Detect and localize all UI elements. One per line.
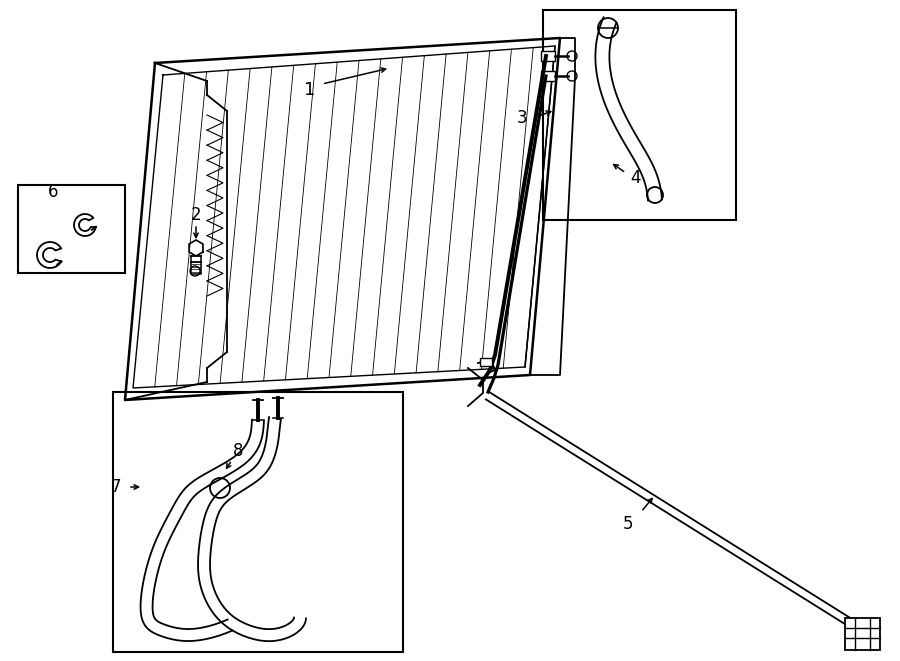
Bar bbox=[541, 51, 555, 61]
Bar bbox=[543, 10, 736, 220]
Bar bbox=[18, 185, 125, 273]
Text: 8: 8 bbox=[233, 442, 243, 460]
Bar bbox=[541, 71, 555, 81]
Bar bbox=[113, 392, 403, 652]
Text: 3: 3 bbox=[517, 109, 527, 127]
Text: 5: 5 bbox=[623, 515, 634, 533]
Text: 7: 7 bbox=[111, 478, 121, 496]
Text: 6: 6 bbox=[48, 183, 58, 201]
Text: 4: 4 bbox=[630, 169, 641, 187]
Bar bbox=[480, 358, 492, 366]
Bar bbox=[845, 618, 880, 650]
Text: 1: 1 bbox=[304, 81, 316, 99]
Text: 2: 2 bbox=[191, 206, 202, 224]
